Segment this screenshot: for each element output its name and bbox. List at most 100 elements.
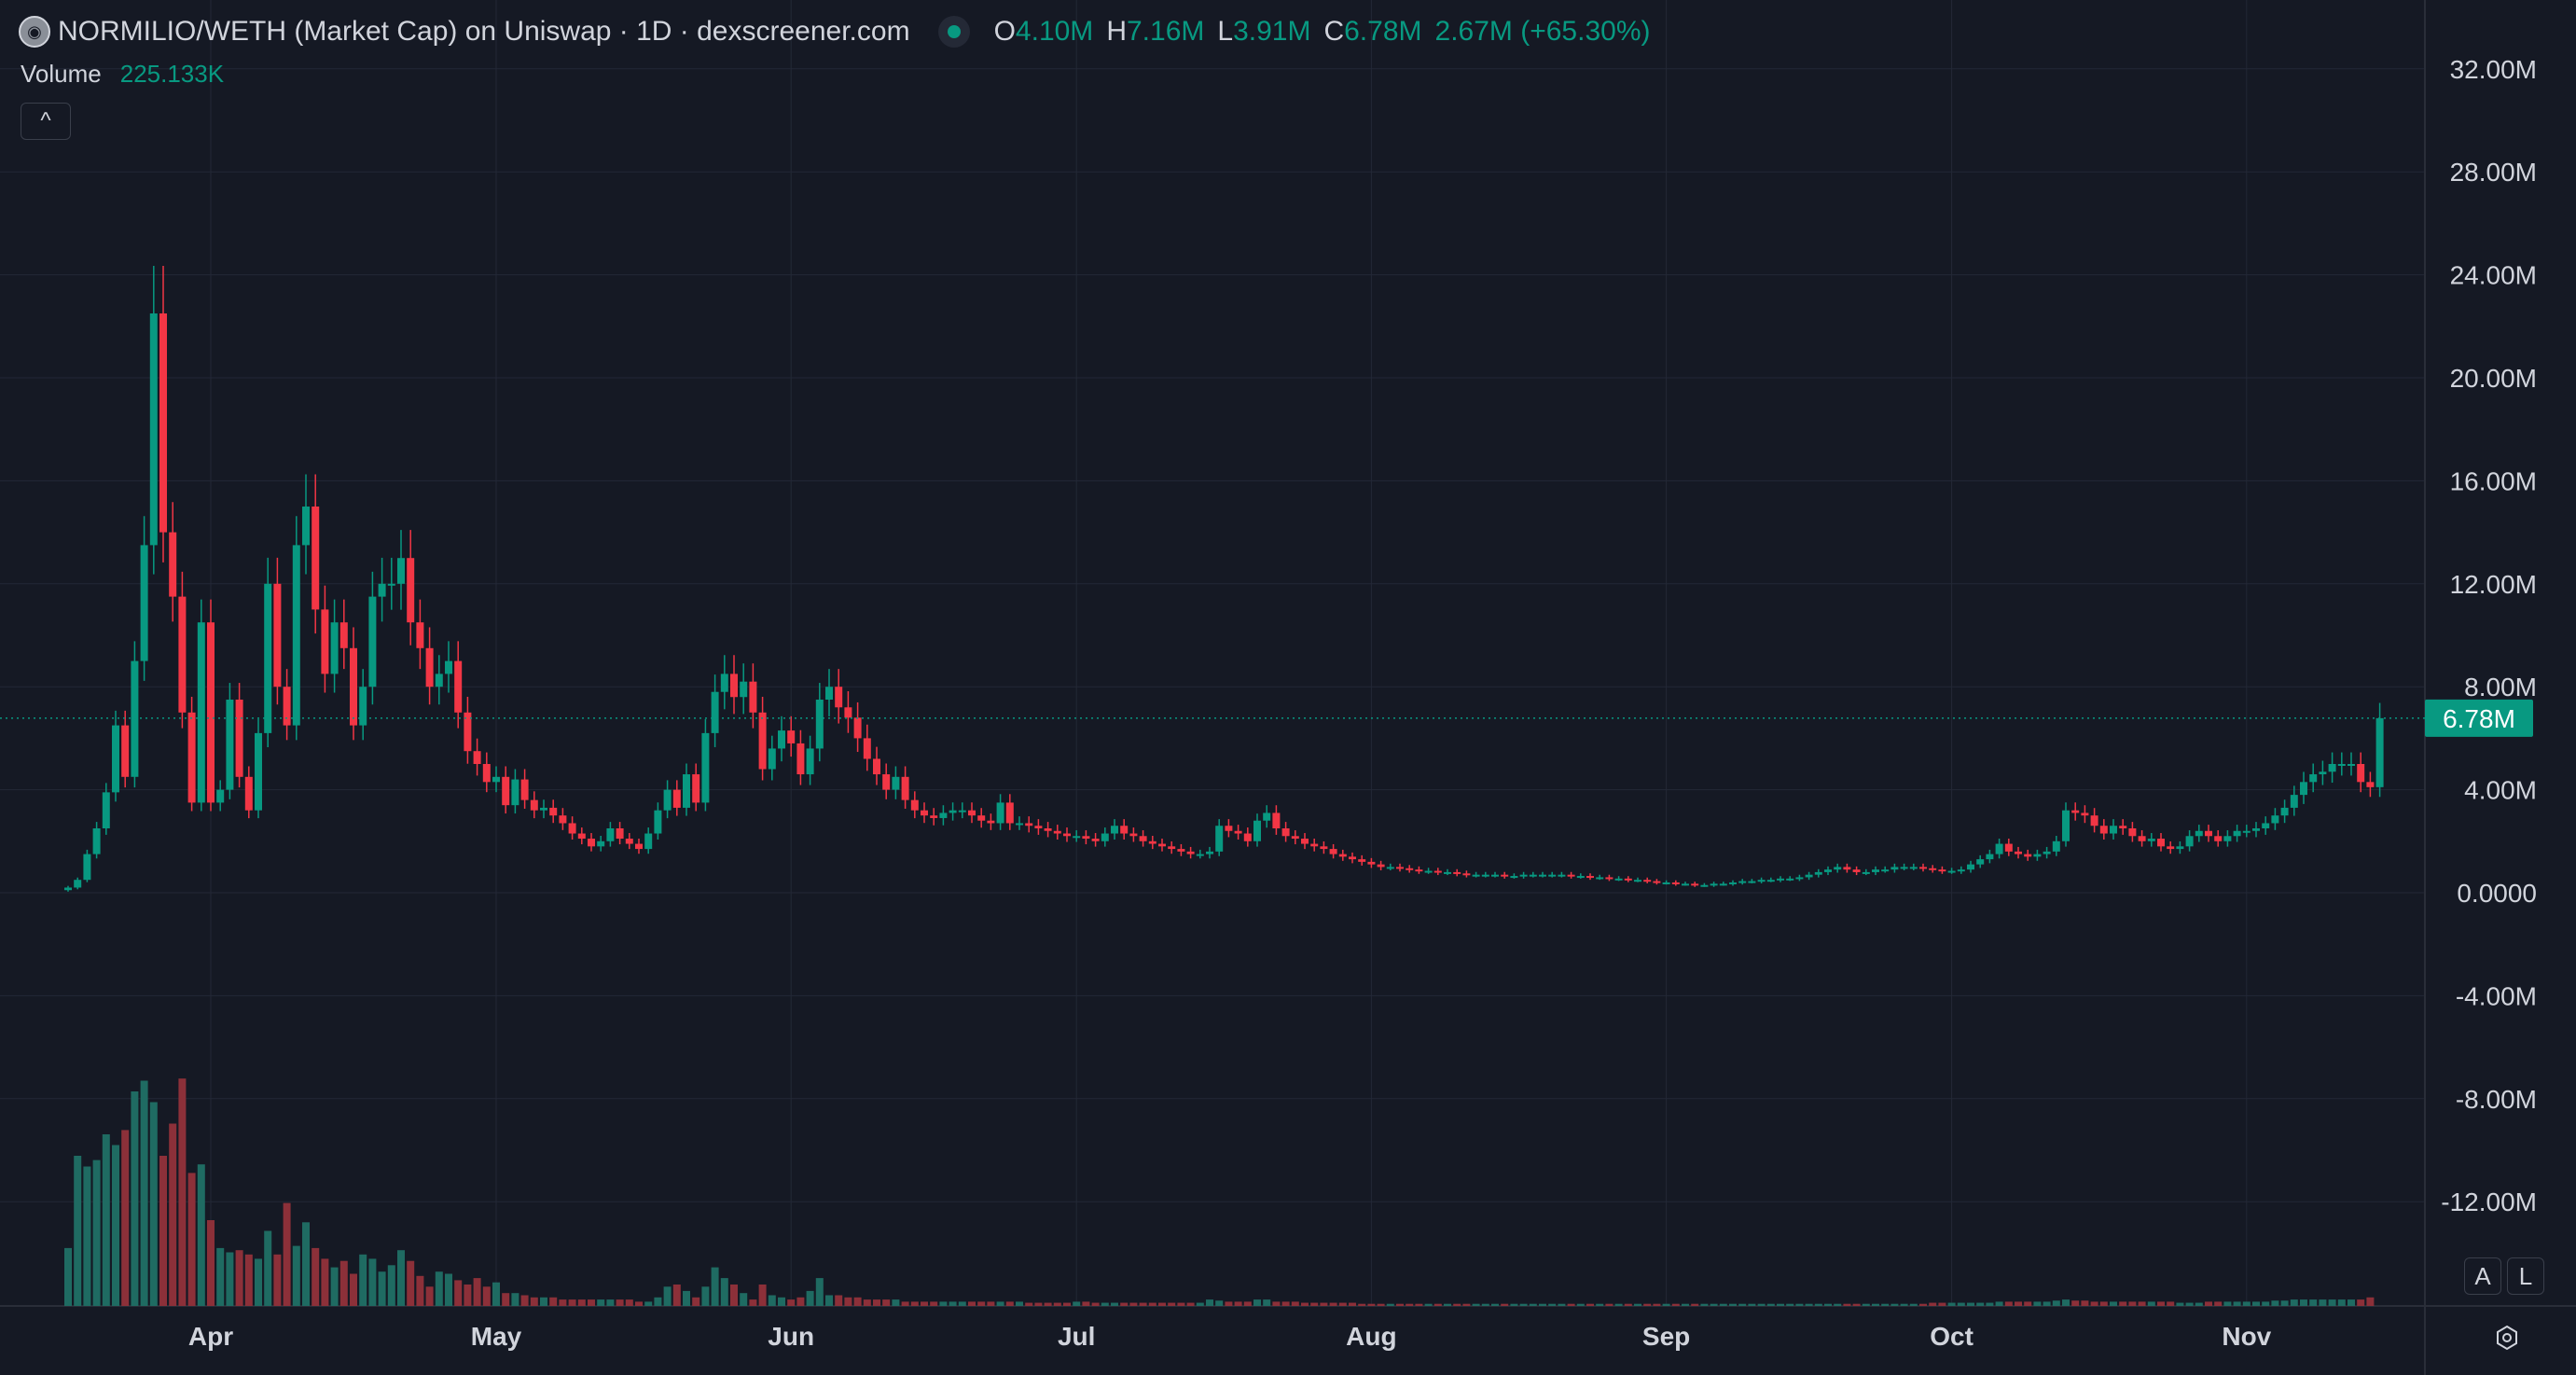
candle-body <box>1748 881 1756 883</box>
volume-bar <box>1624 1303 1632 1306</box>
candle-body <box>1472 874 1480 877</box>
volume-bar <box>2280 1300 2289 1306</box>
candle-body <box>1349 856 1356 860</box>
candle-body <box>1653 881 1661 883</box>
candle-body <box>1919 867 1927 869</box>
market-status-indicator[interactable] <box>937 16 970 48</box>
candle-body <box>1938 869 1946 872</box>
candle-body <box>1415 869 1423 872</box>
chevron-up-icon: ^ <box>40 108 51 133</box>
volume-bar <box>302 1222 310 1306</box>
volume-bar <box>140 1080 148 1306</box>
candle-body <box>882 774 891 790</box>
volume-bar <box>1472 1303 1480 1306</box>
collapse-legend-button[interactable]: ^ <box>21 103 71 140</box>
candle-body <box>910 799 919 811</box>
price-change: 2.67M (+65.30%) <box>1434 16 1651 47</box>
current-price-badge <box>2425 699 2533 737</box>
candle-body <box>2176 846 2184 850</box>
volume-bar <box>1120 1302 1129 1306</box>
candle-body <box>1843 867 1851 870</box>
candle-body <box>740 681 748 698</box>
volume-bar <box>815 1278 824 1306</box>
candle-body <box>445 660 452 674</box>
auto-scale-button[interactable]: A <box>2464 1257 2501 1295</box>
candle-body <box>1338 854 1347 857</box>
volume-bar <box>1862 1303 1870 1306</box>
candle-body <box>635 843 643 850</box>
candle-body <box>1139 836 1147 841</box>
volume-bar <box>606 1299 615 1306</box>
ohlc-open-value: 4.10M <box>1015 16 1094 47</box>
candle-body <box>1234 830 1242 834</box>
volume-bar <box>1063 1302 1071 1306</box>
volume-bar <box>1643 1303 1652 1306</box>
volume-bar <box>387 1265 395 1306</box>
volume-bar <box>178 1078 187 1306</box>
candle-body <box>407 558 415 623</box>
chart-settings-button[interactable] <box>2488 1319 2526 1356</box>
volume-bar <box>787 1299 796 1306</box>
candle-body <box>692 774 700 803</box>
candle-body <box>1186 851 1195 854</box>
candle-body <box>1225 826 1233 831</box>
candle-body <box>1700 884 1709 887</box>
volume-bar <box>1462 1303 1471 1306</box>
volume-bar <box>1329 1302 1337 1306</box>
volume-legend: Volume 225.133K <box>21 60 224 89</box>
volume-bar <box>312 1247 320 1306</box>
volume-bar <box>873 1299 880 1306</box>
candle-body <box>1614 878 1623 881</box>
candle-body <box>264 583 272 733</box>
volume-bar <box>616 1299 624 1306</box>
volume-bar <box>2185 1302 2194 1306</box>
volume-bar <box>835 1295 843 1306</box>
x-tick-label: Apr <box>188 1322 233 1351</box>
candle-body <box>1729 882 1737 884</box>
log-scale-button[interactable]: L <box>2507 1257 2544 1295</box>
volume-bar <box>977 1301 986 1306</box>
volume-bar <box>2015 1301 2022 1306</box>
candle-body <box>2300 782 2307 796</box>
volume-bar <box>1491 1303 1499 1306</box>
volume-bar <box>2157 1301 2165 1306</box>
volume-bar <box>2357 1299 2365 1306</box>
candle-body <box>1852 869 1861 872</box>
volume-value: 225.133K <box>119 60 225 88</box>
candle-body <box>796 743 805 775</box>
volume-bar <box>283 1202 291 1306</box>
candle-body <box>701 732 710 803</box>
volume-bar <box>901 1301 909 1306</box>
candle-body <box>216 789 225 803</box>
y-tick-label: -4.00M <box>2456 981 2537 1010</box>
volume-bar <box>1433 1303 1442 1306</box>
candle-body <box>968 810 976 816</box>
candle-body <box>2015 851 2022 854</box>
volume-bar <box>1272 1301 1281 1306</box>
candle-body <box>577 833 586 840</box>
candle-body <box>1177 849 1185 852</box>
volume-bar <box>473 1278 481 1306</box>
candle-body <box>958 810 966 812</box>
candle-body <box>255 732 262 811</box>
candle-body <box>844 707 852 718</box>
candle-body <box>425 647 434 688</box>
ohlc-low-key: L <box>1217 16 1234 47</box>
volume-bar <box>921 1301 928 1306</box>
candle-body <box>140 545 148 661</box>
candle-body <box>549 807 558 816</box>
volume-bar <box>1909 1303 1918 1306</box>
candle-body <box>2062 810 2070 841</box>
candle-body <box>2252 828 2260 831</box>
volume-bar <box>2004 1301 2013 1306</box>
candle-body <box>1301 839 1309 844</box>
candle-body <box>397 558 405 584</box>
volume-bar <box>74 1156 82 1306</box>
candle-body <box>644 833 653 850</box>
candle-body <box>302 507 310 546</box>
candle-body <box>1605 877 1613 880</box>
candle-body <box>2214 836 2223 841</box>
volume-bar <box>672 1285 681 1306</box>
